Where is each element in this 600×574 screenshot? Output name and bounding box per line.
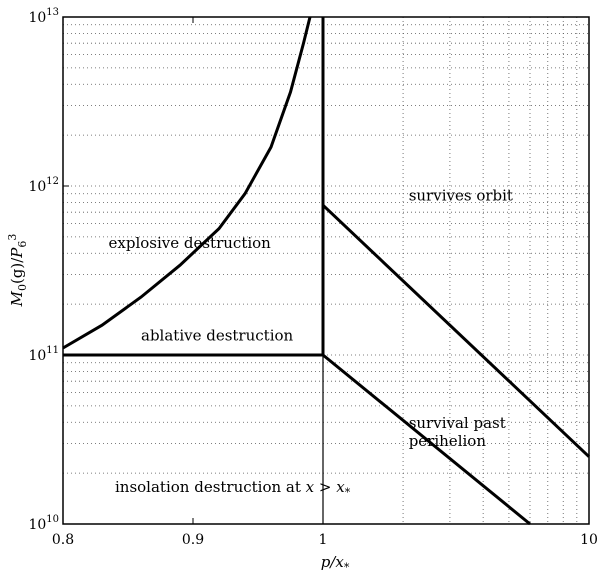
x-tick-label: 0.9 <box>182 532 204 548</box>
region-label: survival past <box>409 414 506 432</box>
region-labels: explosive destruction survives orbit ablat… <box>109 187 513 499</box>
boundary-curves <box>62 16 591 526</box>
x-tick-label: 1 <box>319 532 328 548</box>
x-tick-label: 10 <box>580 532 598 548</box>
explosive-ablative-boundary <box>62 16 312 350</box>
y-tick-label: 1011 <box>28 345 59 364</box>
region-label: ablative destruction <box>141 326 294 344</box>
x-axis-title: p/x* <box>321 553 350 574</box>
plot-frame <box>62 16 590 525</box>
region-label: perihelion <box>409 432 487 450</box>
y-tick-label: 1012 <box>28 176 59 195</box>
survives-orbit-boundary <box>321 204 591 458</box>
region-label: survives orbit <box>409 187 513 205</box>
grid-lines <box>63 17 589 524</box>
y-tick-label: 1013 <box>28 7 59 26</box>
x-tick-label: 0.8 <box>52 532 74 548</box>
survival-past-perihelion-boundary <box>322 353 531 526</box>
y-tick-label: 1010 <box>28 514 59 533</box>
region-label: insolation destruction at x > x* <box>115 478 351 499</box>
region-label: explosive destruction <box>109 234 272 252</box>
y-axis-title: M0(g)/P63 <box>6 234 29 308</box>
